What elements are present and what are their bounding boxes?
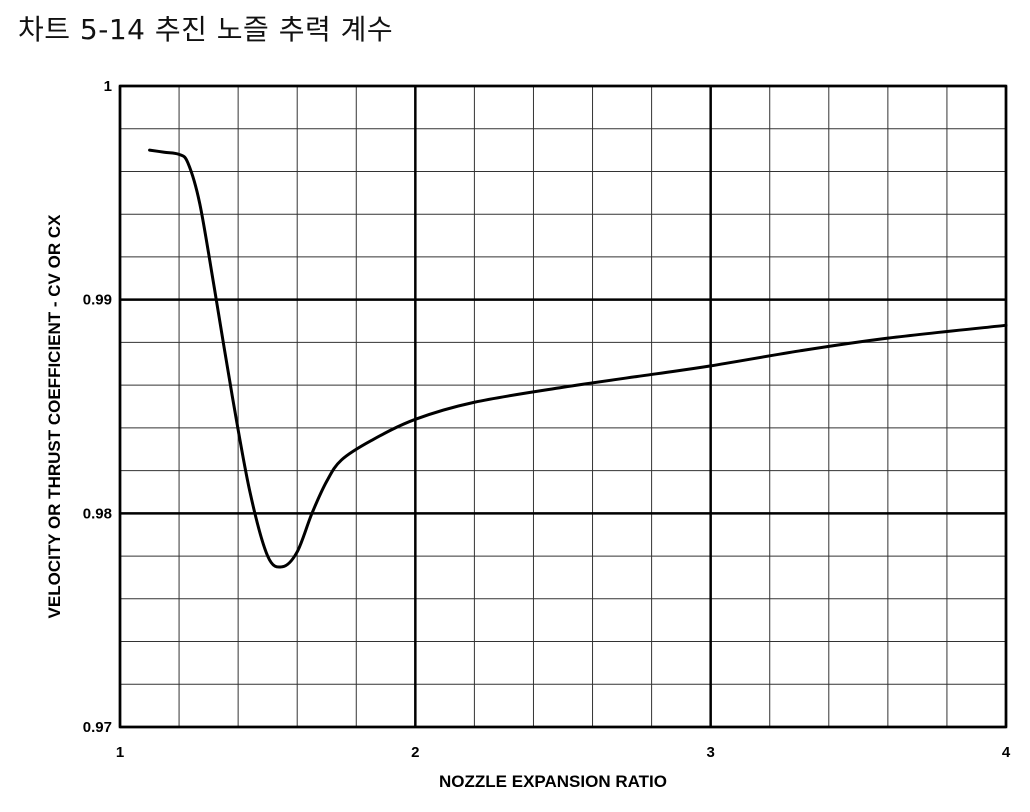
series-layer <box>148 148 1008 569</box>
x-tick-label: 2 <box>411 744 419 761</box>
x-axis-title: NOZZLE EXPANSION RATIO <box>439 772 667 791</box>
y-tick-label: 0.98 <box>83 505 112 522</box>
y-tick-labels: 0.97 0.98 0.99 1 <box>83 78 112 736</box>
page-title: 차트 5-14 추진 노즐 추력 계수 <box>18 13 394 46</box>
plot-frame <box>118 84 1008 729</box>
x-tick-label: 1 <box>116 744 124 761</box>
x-tick-labels: 1 2 3 4 <box>116 744 1011 761</box>
y-axis-title: VELOCITY OR THRUST COEFFICIENT - CV OR C… <box>45 214 64 619</box>
y-tick-label: 0.99 <box>83 292 112 309</box>
minor-gridlines <box>119 85 1007 728</box>
y-tick-label: 0.97 <box>83 719 112 736</box>
series-line-0 <box>148 148 1008 569</box>
major-gridlines <box>118 84 1008 729</box>
x-tick-label: 3 <box>706 744 714 761</box>
y-tick-label: 1 <box>104 78 112 95</box>
x-tick-label: 4 <box>1002 744 1011 761</box>
